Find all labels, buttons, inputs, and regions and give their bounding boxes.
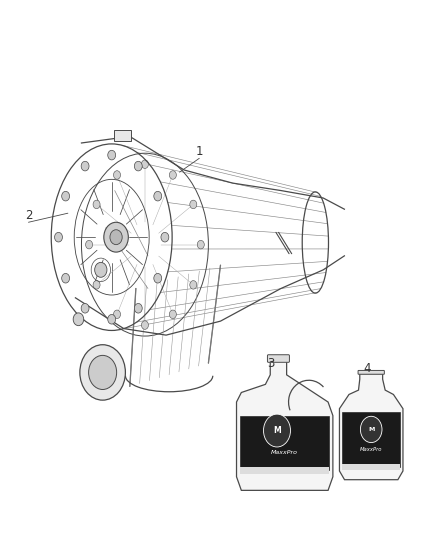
Polygon shape — [342, 412, 400, 466]
Circle shape — [108, 314, 116, 324]
Text: 3: 3 — [267, 357, 274, 370]
Circle shape — [170, 171, 177, 179]
Circle shape — [110, 230, 122, 245]
Text: MaxxPro: MaxxPro — [360, 447, 382, 451]
FancyBboxPatch shape — [358, 370, 384, 374]
Polygon shape — [240, 466, 329, 474]
Circle shape — [55, 232, 63, 242]
Circle shape — [62, 273, 70, 283]
Text: 2: 2 — [25, 209, 32, 222]
Circle shape — [141, 321, 148, 329]
Polygon shape — [240, 416, 329, 470]
Text: M: M — [368, 427, 374, 432]
Circle shape — [73, 313, 84, 326]
Circle shape — [264, 414, 290, 447]
Circle shape — [197, 240, 204, 249]
Circle shape — [141, 160, 148, 168]
Circle shape — [80, 345, 125, 400]
Circle shape — [161, 232, 169, 242]
Circle shape — [108, 150, 116, 160]
Circle shape — [95, 262, 107, 277]
Circle shape — [93, 200, 100, 209]
Circle shape — [93, 280, 100, 289]
Circle shape — [113, 310, 120, 319]
Circle shape — [81, 303, 89, 313]
Polygon shape — [342, 464, 400, 470]
Circle shape — [190, 280, 197, 289]
Text: 4: 4 — [363, 362, 371, 375]
Circle shape — [154, 273, 162, 283]
Circle shape — [88, 356, 117, 390]
FancyBboxPatch shape — [268, 355, 290, 362]
Circle shape — [134, 303, 142, 313]
Circle shape — [62, 191, 70, 201]
Text: 1: 1 — [195, 146, 203, 158]
Polygon shape — [339, 374, 403, 480]
Circle shape — [113, 171, 120, 179]
Circle shape — [104, 222, 128, 252]
Circle shape — [190, 200, 197, 209]
Circle shape — [134, 161, 142, 171]
Text: MaxxPro: MaxxPro — [271, 450, 298, 455]
Circle shape — [170, 310, 177, 319]
Polygon shape — [114, 130, 131, 141]
Polygon shape — [237, 361, 333, 490]
Circle shape — [154, 191, 162, 201]
Circle shape — [85, 240, 92, 249]
Text: M: M — [273, 426, 281, 435]
Circle shape — [81, 161, 89, 171]
Circle shape — [360, 416, 382, 442]
